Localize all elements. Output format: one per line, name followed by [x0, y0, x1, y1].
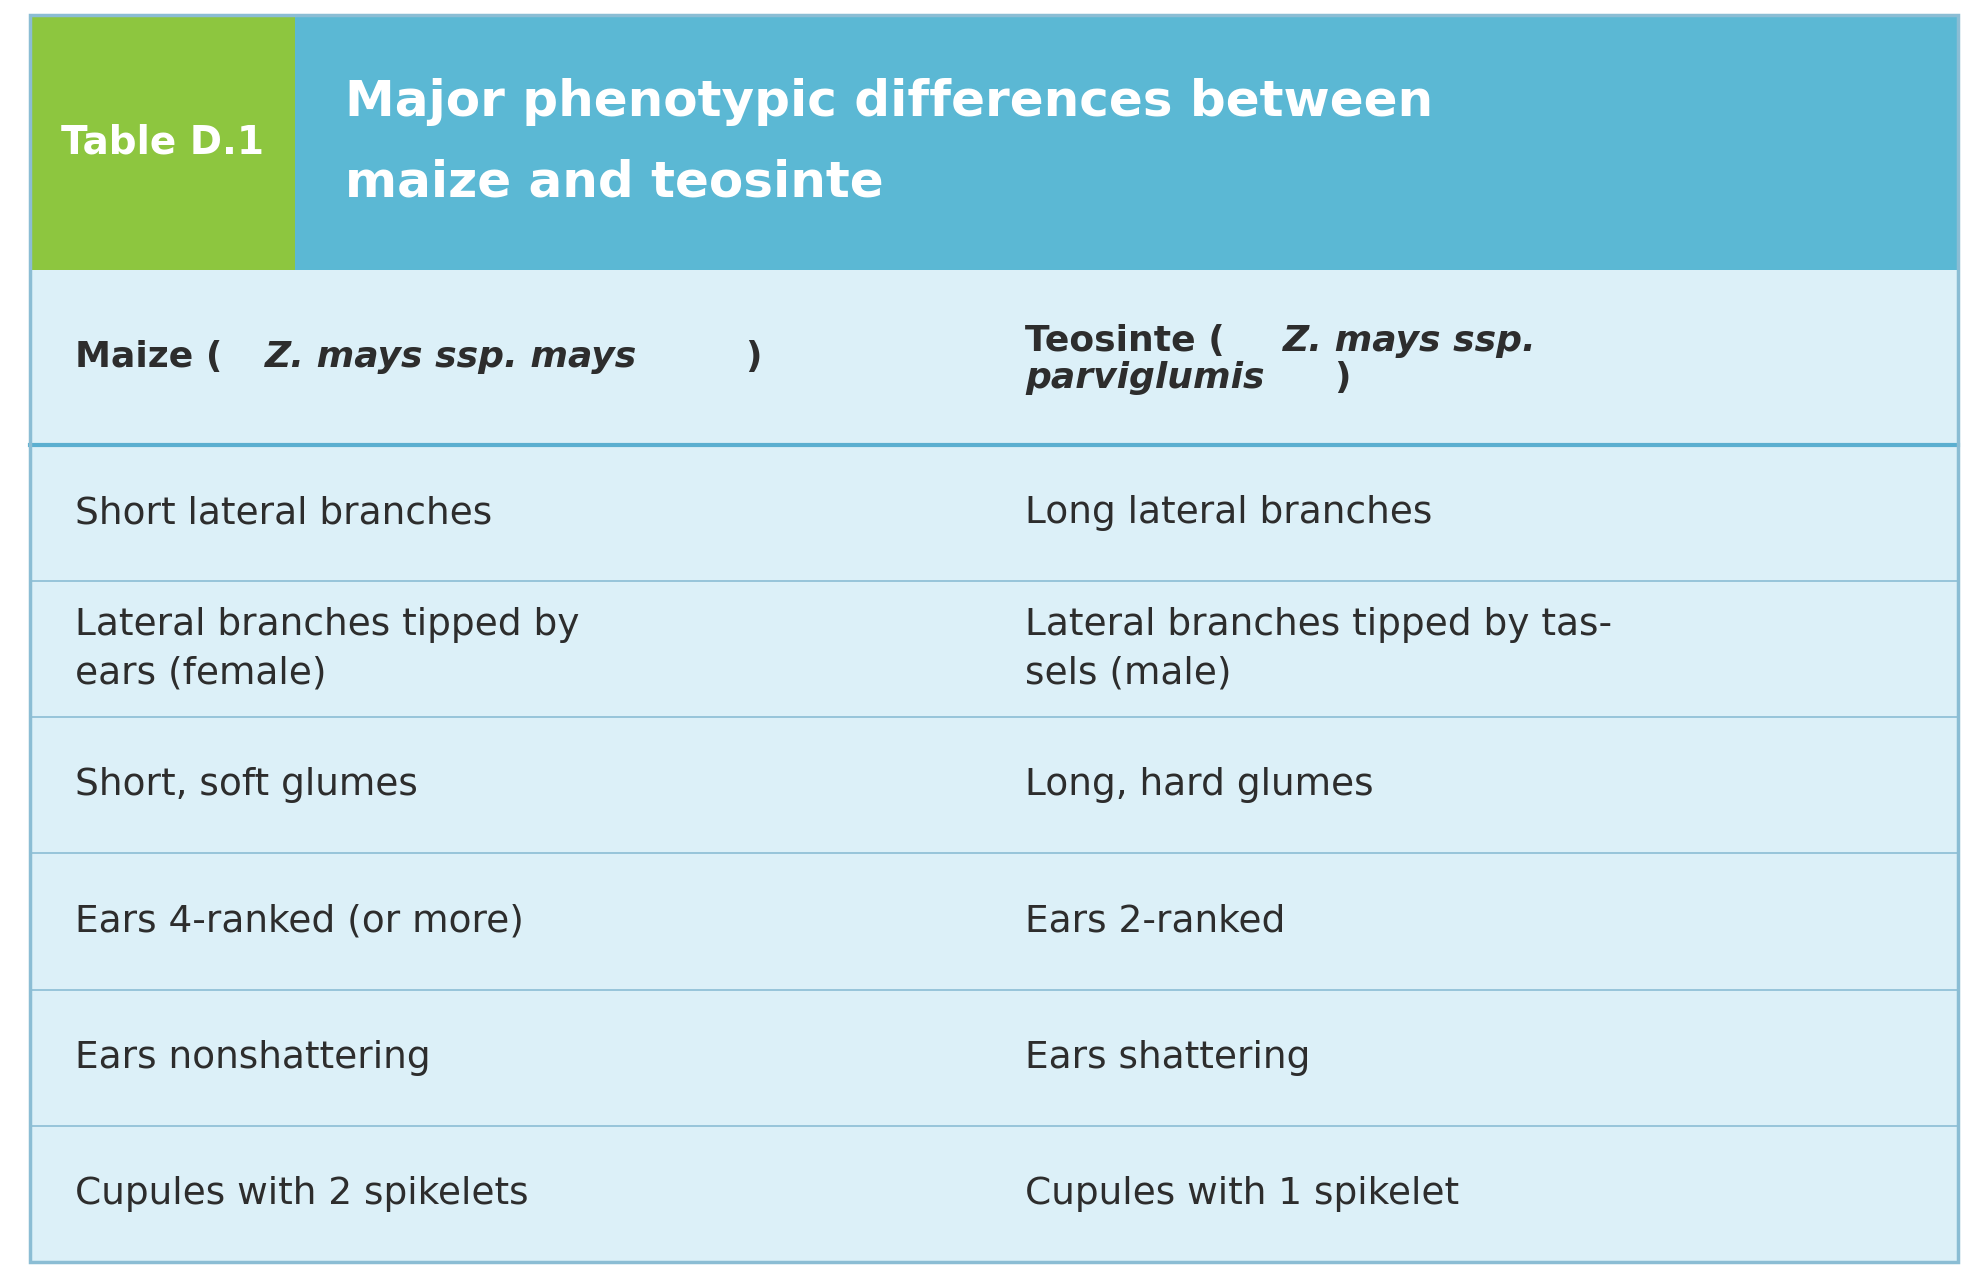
Text: Table D.1: Table D.1: [62, 123, 264, 161]
Text: Maize (: Maize (: [76, 340, 223, 375]
Text: Short lateral branches: Short lateral branches: [76, 495, 493, 531]
Text: Cupules with 2 spikelets: Cupules with 2 spikelets: [76, 1176, 529, 1212]
Text: ): ): [746, 340, 761, 375]
Text: Ears shattering: Ears shattering: [1026, 1039, 1310, 1075]
Bar: [294, 15, 1958, 270]
Text: Z. mays ssp. mays: Z. mays ssp. mays: [264, 340, 638, 375]
Text: Long, hard glumes: Long, hard glumes: [1026, 768, 1374, 804]
Bar: [30, 270, 1958, 1262]
Text: Major phenotypic differences between: Major phenotypic differences between: [346, 78, 1433, 127]
Text: maize and teosinte: maize and teosinte: [346, 159, 883, 206]
Text: Ears 2-ranked: Ears 2-ranked: [1026, 904, 1286, 940]
Text: Ears 4-ranked (or more): Ears 4-ranked (or more): [76, 904, 525, 940]
Text: Ears nonshattering: Ears nonshattering: [76, 1039, 431, 1075]
Text: Long lateral branches: Long lateral branches: [1026, 495, 1433, 531]
Text: Lateral branches tipped by
ears (female): Lateral branches tipped by ears (female): [76, 607, 579, 691]
Text: Z. mays ssp.: Z. mays ssp.: [1282, 324, 1537, 357]
Text: ): ): [1334, 361, 1350, 396]
Text: Lateral branches tipped by tas-
sels (male): Lateral branches tipped by tas- sels (ma…: [1026, 607, 1612, 691]
Text: Cupules with 1 spikelet: Cupules with 1 spikelet: [1026, 1176, 1459, 1212]
Text: Teosinte (: Teosinte (: [1026, 324, 1225, 357]
Bar: [30, 15, 294, 270]
Text: Short, soft glumes: Short, soft glumes: [76, 768, 417, 804]
Text: parviglumis: parviglumis: [1026, 361, 1264, 396]
